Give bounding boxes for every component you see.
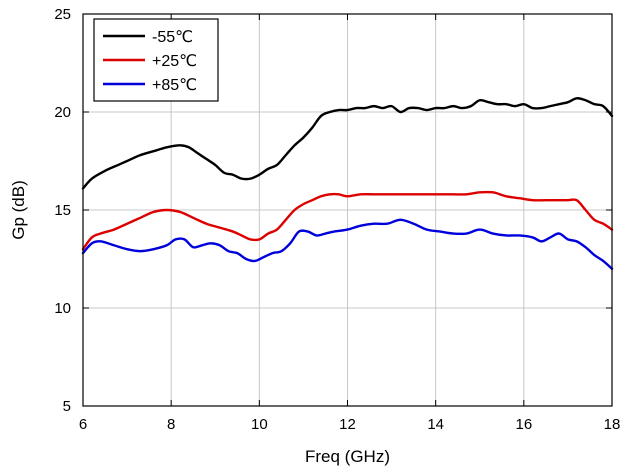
legend: -55℃ +25℃ +85℃: [93, 18, 219, 102]
y-tick-label: 10: [54, 300, 71, 317]
legend-label-1: -55℃: [152, 29, 193, 46]
x-tick-label: 14: [427, 416, 444, 433]
tick-layer: 6 8 10 12 14 16 18 5 10 15 20 25: [54, 6, 620, 433]
x-axis-title: Freq (GHz): [305, 447, 390, 466]
x-tick-label: 6: [79, 416, 87, 433]
y-tick-label: 5: [63, 398, 71, 415]
legend-label-3: +85℃: [152, 77, 197, 94]
x-tick-label: 12: [339, 416, 356, 433]
y-tick-label: 20: [54, 104, 71, 121]
series-line-1: [81, 97, 614, 190]
y-tick-label: 15: [54, 202, 71, 219]
series-layer: [81, 97, 614, 270]
x-tick-label: 16: [515, 416, 532, 433]
series-line-2: [81, 190, 614, 251]
legend-label-2: +25℃: [152, 53, 197, 70]
y-tick-label: 25: [54, 6, 71, 23]
y-axis-title: Gp (dB): [9, 180, 28, 240]
series-line-3: [81, 218, 614, 270]
x-tick-label: 18: [604, 416, 621, 433]
x-tick-label: 8: [167, 416, 175, 433]
x-tick-label: 10: [251, 416, 268, 433]
